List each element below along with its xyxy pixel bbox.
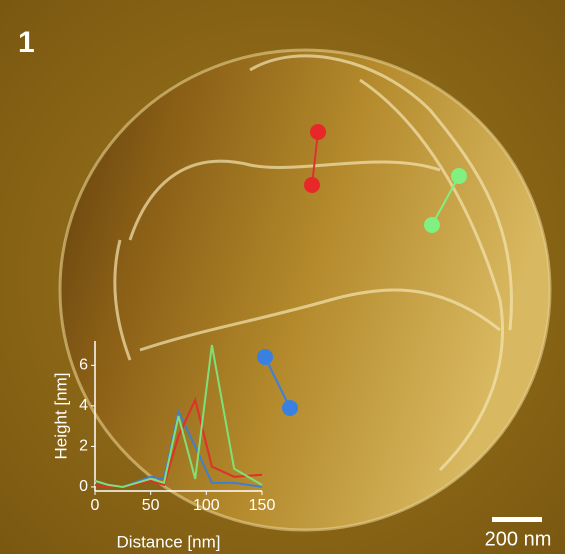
- panel-label: 1: [18, 26, 35, 59]
- y-axis-label: Height [nm]: [51, 373, 70, 460]
- y-tick-label: 6: [79, 357, 88, 374]
- x-tick-label: 150: [249, 497, 276, 514]
- y-tick-label: 4: [79, 397, 88, 414]
- marker: [310, 124, 326, 140]
- x-tick-label: 100: [193, 497, 220, 514]
- marker: [304, 177, 320, 193]
- marker: [282, 400, 298, 416]
- disk: [60, 50, 550, 530]
- y-tick-label: 2: [79, 438, 88, 455]
- y-tick-label: 0: [79, 478, 88, 495]
- marker: [451, 168, 467, 184]
- scale-bar-label: 200 nm: [485, 528, 552, 550]
- marker: [257, 349, 273, 365]
- x-tick-label: 50: [142, 497, 160, 514]
- afm-figure: 1 200 nm 0 2 4 6 0 50 100 150 Distance [nm] Heigh…: [0, 0, 565, 554]
- x-tick-label: 0: [91, 497, 100, 514]
- x-axis-label: Distance [nm]: [117, 532, 221, 551]
- marker: [424, 217, 440, 233]
- scale-bar: [492, 517, 542, 522]
